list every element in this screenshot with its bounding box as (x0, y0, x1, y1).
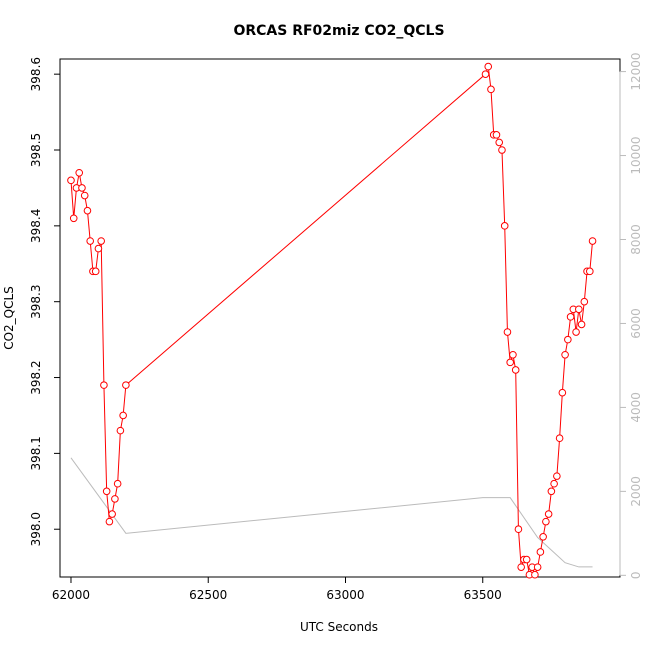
data-point (577, 320, 586, 329)
y-tick-label: 398.2 (29, 360, 43, 394)
data-point (586, 267, 594, 276)
y-tick-label: 398.1 (29, 436, 43, 470)
y2-tick-label: 8000 (629, 224, 643, 255)
data-point (500, 222, 509, 230)
x-tick-label: 62000 (52, 588, 90, 602)
data-point (498, 146, 506, 154)
data-point (116, 426, 125, 435)
data-point (550, 479, 558, 488)
data-point (572, 328, 580, 336)
data-point (555, 434, 564, 443)
altitude-line (70, 457, 593, 568)
data-point (564, 335, 572, 344)
data-point (558, 388, 567, 397)
data-point (539, 533, 547, 541)
data-point (91, 267, 100, 276)
data-point (522, 555, 531, 564)
data-point (100, 381, 108, 389)
data-point (67, 176, 75, 185)
data-point (566, 313, 575, 321)
data-point (517, 563, 525, 571)
data-point (547, 487, 556, 496)
y2-tick-label: 0 (629, 572, 643, 580)
chart-title: ORCAS RF02miz CO2_QCLS (233, 23, 444, 39)
data-point (108, 510, 116, 518)
data-point (75, 168, 84, 177)
data-point (97, 237, 105, 245)
data-point (495, 138, 504, 147)
data-point (80, 191, 89, 200)
data-point (69, 214, 78, 223)
data-point (83, 206, 92, 215)
data-point (111, 495, 119, 503)
y-tick-label: 398.5 (29, 133, 43, 167)
data-point (553, 472, 561, 480)
series-layer (67, 62, 597, 579)
data-point (575, 305, 583, 314)
x-tick-label: 62500 (189, 588, 227, 602)
x-tick-label: 63500 (464, 588, 502, 602)
y2-tick-label: 12000 (629, 52, 643, 90)
data-point (580, 297, 589, 306)
data-point (105, 517, 114, 526)
y2-tick-label: 6000 (629, 308, 643, 339)
data-point (536, 548, 545, 556)
data-point (102, 487, 111, 496)
data-point (514, 525, 523, 534)
y-tick-label: 398.4 (29, 209, 43, 243)
y2-tick-label: 2000 (629, 476, 643, 507)
data-point (122, 381, 130, 389)
y-axis: 398.0 398.1 398.2 398.3 398.4 398.5 398.6 (29, 57, 61, 546)
y-tick-label: 398.0 (29, 512, 43, 546)
data-point (86, 237, 94, 245)
x-axis: 62000 62500 63000 63500 (52, 576, 502, 602)
y-tick-label: 398.3 (29, 285, 43, 319)
data-point (544, 510, 553, 518)
data-point (481, 70, 490, 78)
data-point (94, 244, 103, 253)
data-point (533, 563, 542, 571)
data-point (503, 328, 512, 336)
data-point (506, 358, 514, 367)
y-axis-title: CO2_QCLS (2, 286, 16, 350)
data-point (561, 350, 569, 359)
data-point (542, 517, 550, 526)
y2-tick-label: 4000 (629, 392, 643, 423)
data-point (78, 184, 86, 192)
y-tick-label: 398.6 (29, 57, 43, 91)
y2-axis: 0 2000 4000 6000 8000 10000 12000 (619, 52, 643, 580)
data-point (511, 366, 520, 374)
data-point (119, 411, 127, 420)
data-point (588, 237, 597, 245)
data-point (531, 570, 539, 579)
y2-tick-label: 10000 (629, 136, 643, 174)
x-tick-label: 63000 (326, 588, 364, 602)
data-point (113, 479, 122, 488)
data-point (484, 62, 493, 71)
data-point (487, 85, 495, 94)
data-point (492, 131, 501, 139)
data-point (509, 350, 517, 359)
x-axis-title: UTC Seconds (300, 620, 378, 634)
